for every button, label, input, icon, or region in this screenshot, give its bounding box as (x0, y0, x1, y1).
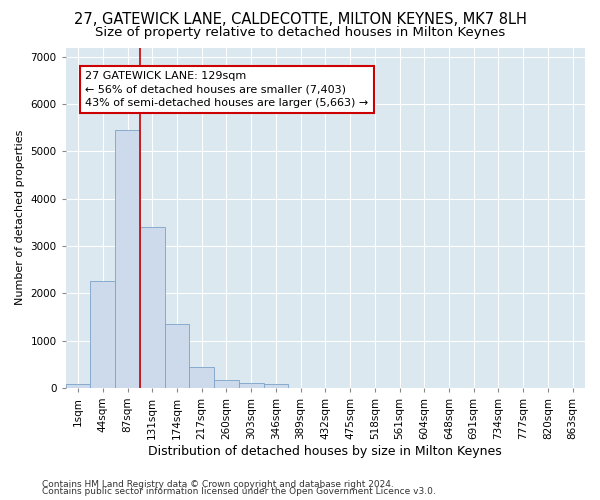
Bar (214, 380, 239, 388)
Bar (140, 227, 164, 388)
Text: Size of property relative to detached houses in Milton Keynes: Size of property relative to detached ho… (95, 26, 505, 39)
Bar (164, 324, 190, 388)
Bar (263, 384, 288, 388)
Text: 27 GATEWICK LANE: 129sqm
← 56% of detached houses are smaller (7,403)
43% of sem: 27 GATEWICK LANE: 129sqm ← 56% of detach… (85, 71, 369, 108)
Bar (115, 130, 140, 388)
Bar (66, 384, 91, 388)
X-axis label: Distribution of detached houses by size in Milton Keynes: Distribution of detached houses by size … (148, 444, 502, 458)
Bar (239, 383, 263, 388)
Text: Contains HM Land Registry data © Crown copyright and database right 2024.: Contains HM Land Registry data © Crown c… (42, 480, 394, 489)
Bar (91, 282, 115, 388)
Text: 27, GATEWICK LANE, CALDECOTTE, MILTON KEYNES, MK7 8LH: 27, GATEWICK LANE, CALDECOTTE, MILTON KE… (74, 12, 526, 28)
Text: Contains public sector information licensed under the Open Government Licence v3: Contains public sector information licen… (42, 487, 436, 496)
Y-axis label: Number of detached properties: Number of detached properties (15, 130, 25, 306)
Bar (190, 366, 214, 388)
